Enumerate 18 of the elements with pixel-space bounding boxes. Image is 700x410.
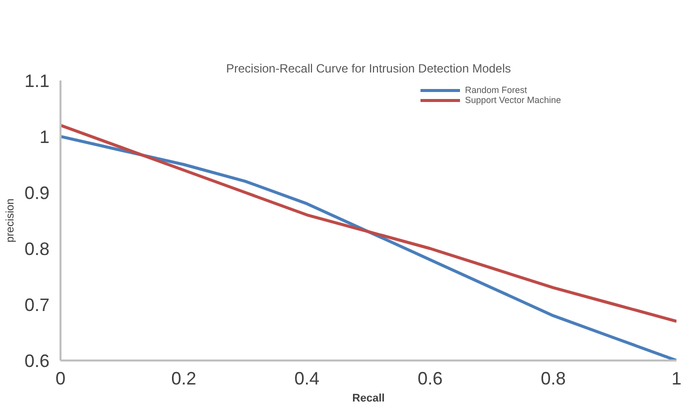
x-tick-label: 0.2	[171, 368, 196, 388]
x-tick-label: 1	[671, 368, 682, 388]
legend-label: Random Forest	[465, 85, 528, 95]
x-tick-label: 0.8	[540, 368, 566, 388]
x-axis-title: Recall	[352, 392, 385, 404]
chart-title: Precision-Recall Curve for Intrusion Detection Models	[226, 62, 511, 76]
y-tick-label: 1.1	[24, 71, 50, 91]
y-tick-label: 0.6	[24, 351, 50, 371]
y-axis-title: precision	[4, 198, 16, 243]
x-tick-label: 0.4	[294, 368, 320, 388]
y-tick-label: 0.7	[24, 295, 50, 315]
x-tick-label: 0.6	[418, 368, 443, 388]
line-series	[60, 124, 676, 323]
y-tick-label: 1	[39, 127, 50, 147]
y-tick-label: 0.9	[24, 183, 50, 203]
y-tick-label: 0.8	[24, 239, 50, 259]
x-tick-label: 0	[55, 368, 66, 388]
legend-label: Support Vector Machine	[465, 95, 562, 105]
